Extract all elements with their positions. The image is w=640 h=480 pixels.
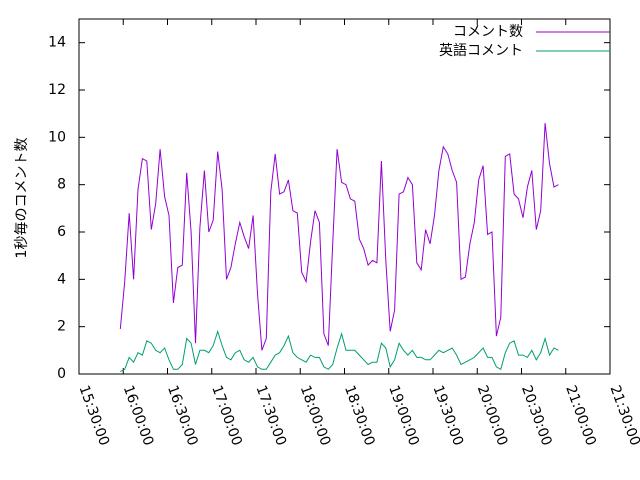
x-tick-label: 15:30:00 <box>75 383 112 448</box>
x-tick-label: 20:00:00 <box>474 383 511 448</box>
x-tick-label: 17:30:00 <box>252 383 289 448</box>
x-tick-label: 17:00:00 <box>208 383 245 448</box>
series-layer <box>119 123 559 373</box>
x-tick-label: 16:00:00 <box>120 383 157 448</box>
series-line-2 <box>120 329 559 373</box>
x-tick-label: 18:00:00 <box>297 383 334 448</box>
y-tick-label: 4 <box>57 271 66 287</box>
y-tick-label: 6 <box>57 224 66 240</box>
plot-frame <box>78 18 611 375</box>
series-line-1 <box>119 123 559 351</box>
legend-label-1: コメント数 <box>453 24 523 40</box>
x-tick-label: 19:30:00 <box>429 383 466 448</box>
x-tick-label: 21:30:00 <box>606 383 640 448</box>
y-tick-label: 12 <box>48 82 66 98</box>
y-axis-label: 1秒毎のコメント数 <box>14 138 30 259</box>
x-tick-label: 18:30:00 <box>341 383 378 448</box>
y-tick-label: 0 <box>57 366 66 382</box>
x-tick-label: 19:00:00 <box>385 383 422 448</box>
legend-label-2: 英語コメント <box>439 42 523 59</box>
y-tick-label: 8 <box>57 177 66 193</box>
x-axis-ticks: 15:30:00 16:00:00 16:30:00 17:00:00 17:30:00… <box>75 19 640 448</box>
y-axis-ticks: 0 2 4 6 8 10 12 14 <box>48 35 610 382</box>
y-tick-label: 2 <box>57 319 66 335</box>
x-tick-label: 21:00:00 <box>562 383 599 448</box>
y-tick-label: 14 <box>48 35 66 51</box>
x-tick-label: 20:30:00 <box>518 383 555 448</box>
y-tick-label: 10 <box>48 129 66 145</box>
x-tick-label: 16:30:00 <box>164 383 201 448</box>
